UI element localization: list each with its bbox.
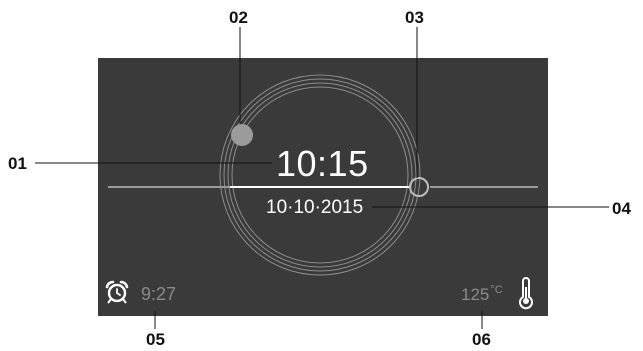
temperature-unit: °C bbox=[490, 284, 503, 296]
callout-04: 04 bbox=[612, 199, 631, 218]
alarm-clock-icon bbox=[105, 280, 129, 304]
clock-date: 10·10·2015 bbox=[266, 197, 364, 218]
callout-06: 06 bbox=[472, 330, 491, 349]
leader-lines bbox=[35, 27, 609, 329]
callout-05: 05 bbox=[146, 330, 165, 349]
alarm-time: 9:27 bbox=[141, 284, 177, 304]
clock-rings bbox=[219, 74, 421, 276]
indicator-dot bbox=[231, 124, 253, 146]
callout-03: 03 bbox=[405, 8, 424, 27]
temperature-readout: 125°C bbox=[461, 284, 503, 304]
slider-handle[interactable] bbox=[409, 177, 429, 197]
thermometer-icon bbox=[519, 277, 533, 310]
callout-02: 02 bbox=[229, 8, 248, 27]
callout-01: 01 bbox=[8, 154, 27, 173]
temperature-value: 125 bbox=[461, 285, 490, 304]
clock-time: 10:15 bbox=[276, 143, 369, 184]
